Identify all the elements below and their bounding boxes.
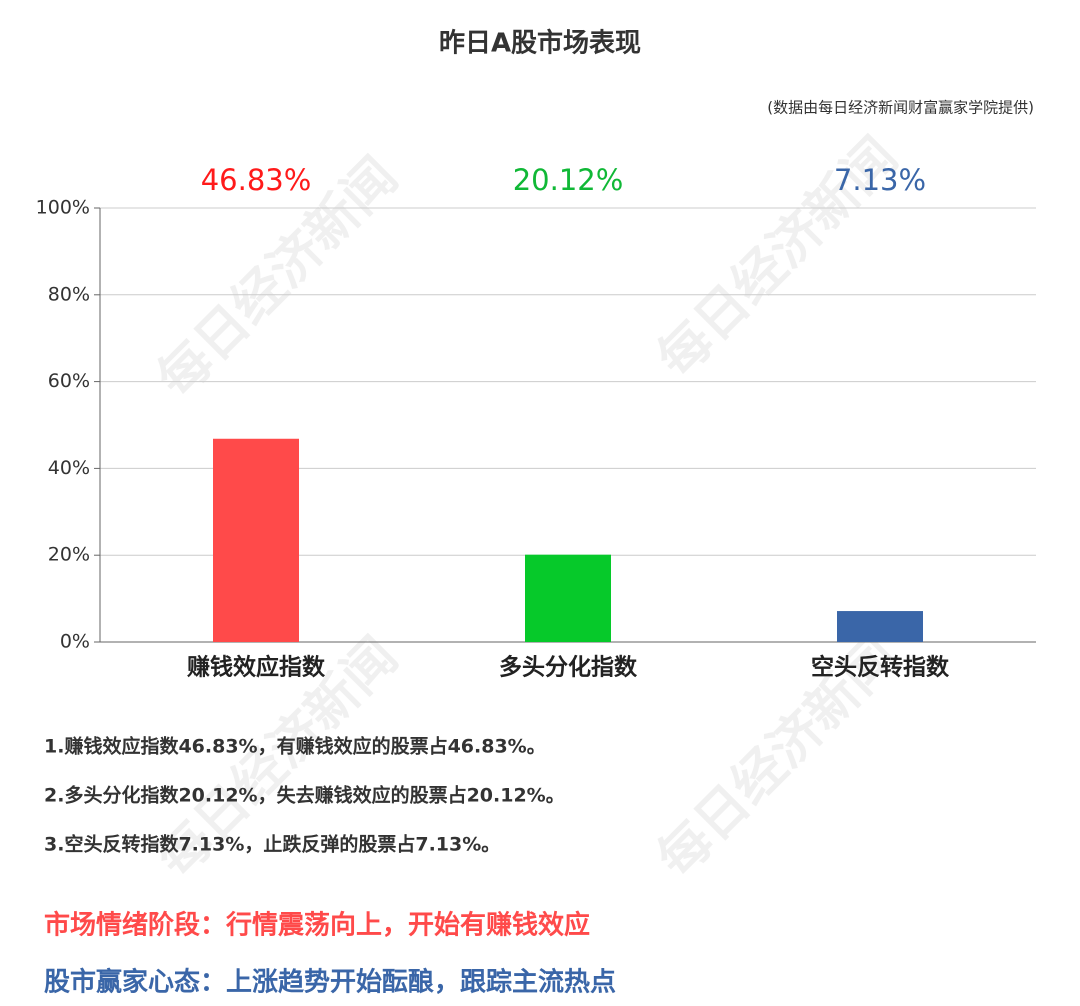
value-label: 20.12%: [513, 163, 624, 197]
x-tick-label: 多头分化指数: [499, 654, 638, 681]
note: 2.多头分化指数20.12%，失去赚钱效应的股票占20.12%。: [44, 784, 565, 807]
y-tick-label: 60%: [48, 370, 90, 392]
note: 3.空头反转指数7.13%，止跌反弹的股票占7.13%。: [44, 833, 500, 856]
y-tick-label: 100%: [36, 197, 90, 219]
y-tick-label: 0%: [60, 631, 90, 653]
x-tick-label: 空头反转指数: [811, 654, 950, 681]
bar: [837, 611, 923, 642]
chart-title: 昨日A股市场表现: [439, 28, 641, 59]
chart-subtitle: (数据由每日经济新闻财富赢家学院提供): [767, 99, 1034, 117]
value-label: 7.13%: [834, 163, 926, 197]
y-tick-label: 40%: [48, 457, 90, 479]
x-tick-label: 赚钱效应指数: [187, 654, 326, 681]
note: 1.赚钱效应指数46.83%，有赚钱效应的股票占46.83%。: [44, 735, 546, 758]
y-tick-label: 20%: [48, 544, 90, 566]
summary: 股市赢家心态：上涨趋势开始酝酿，跟踪主流热点: [44, 967, 616, 998]
summary: 市场情绪阶段：行情震荡向上，开始有赚钱效应: [44, 910, 590, 941]
y-tick-label: 80%: [48, 283, 90, 305]
value-label: 46.83%: [201, 163, 312, 197]
bar: [525, 554, 611, 642]
bar: [213, 438, 299, 642]
